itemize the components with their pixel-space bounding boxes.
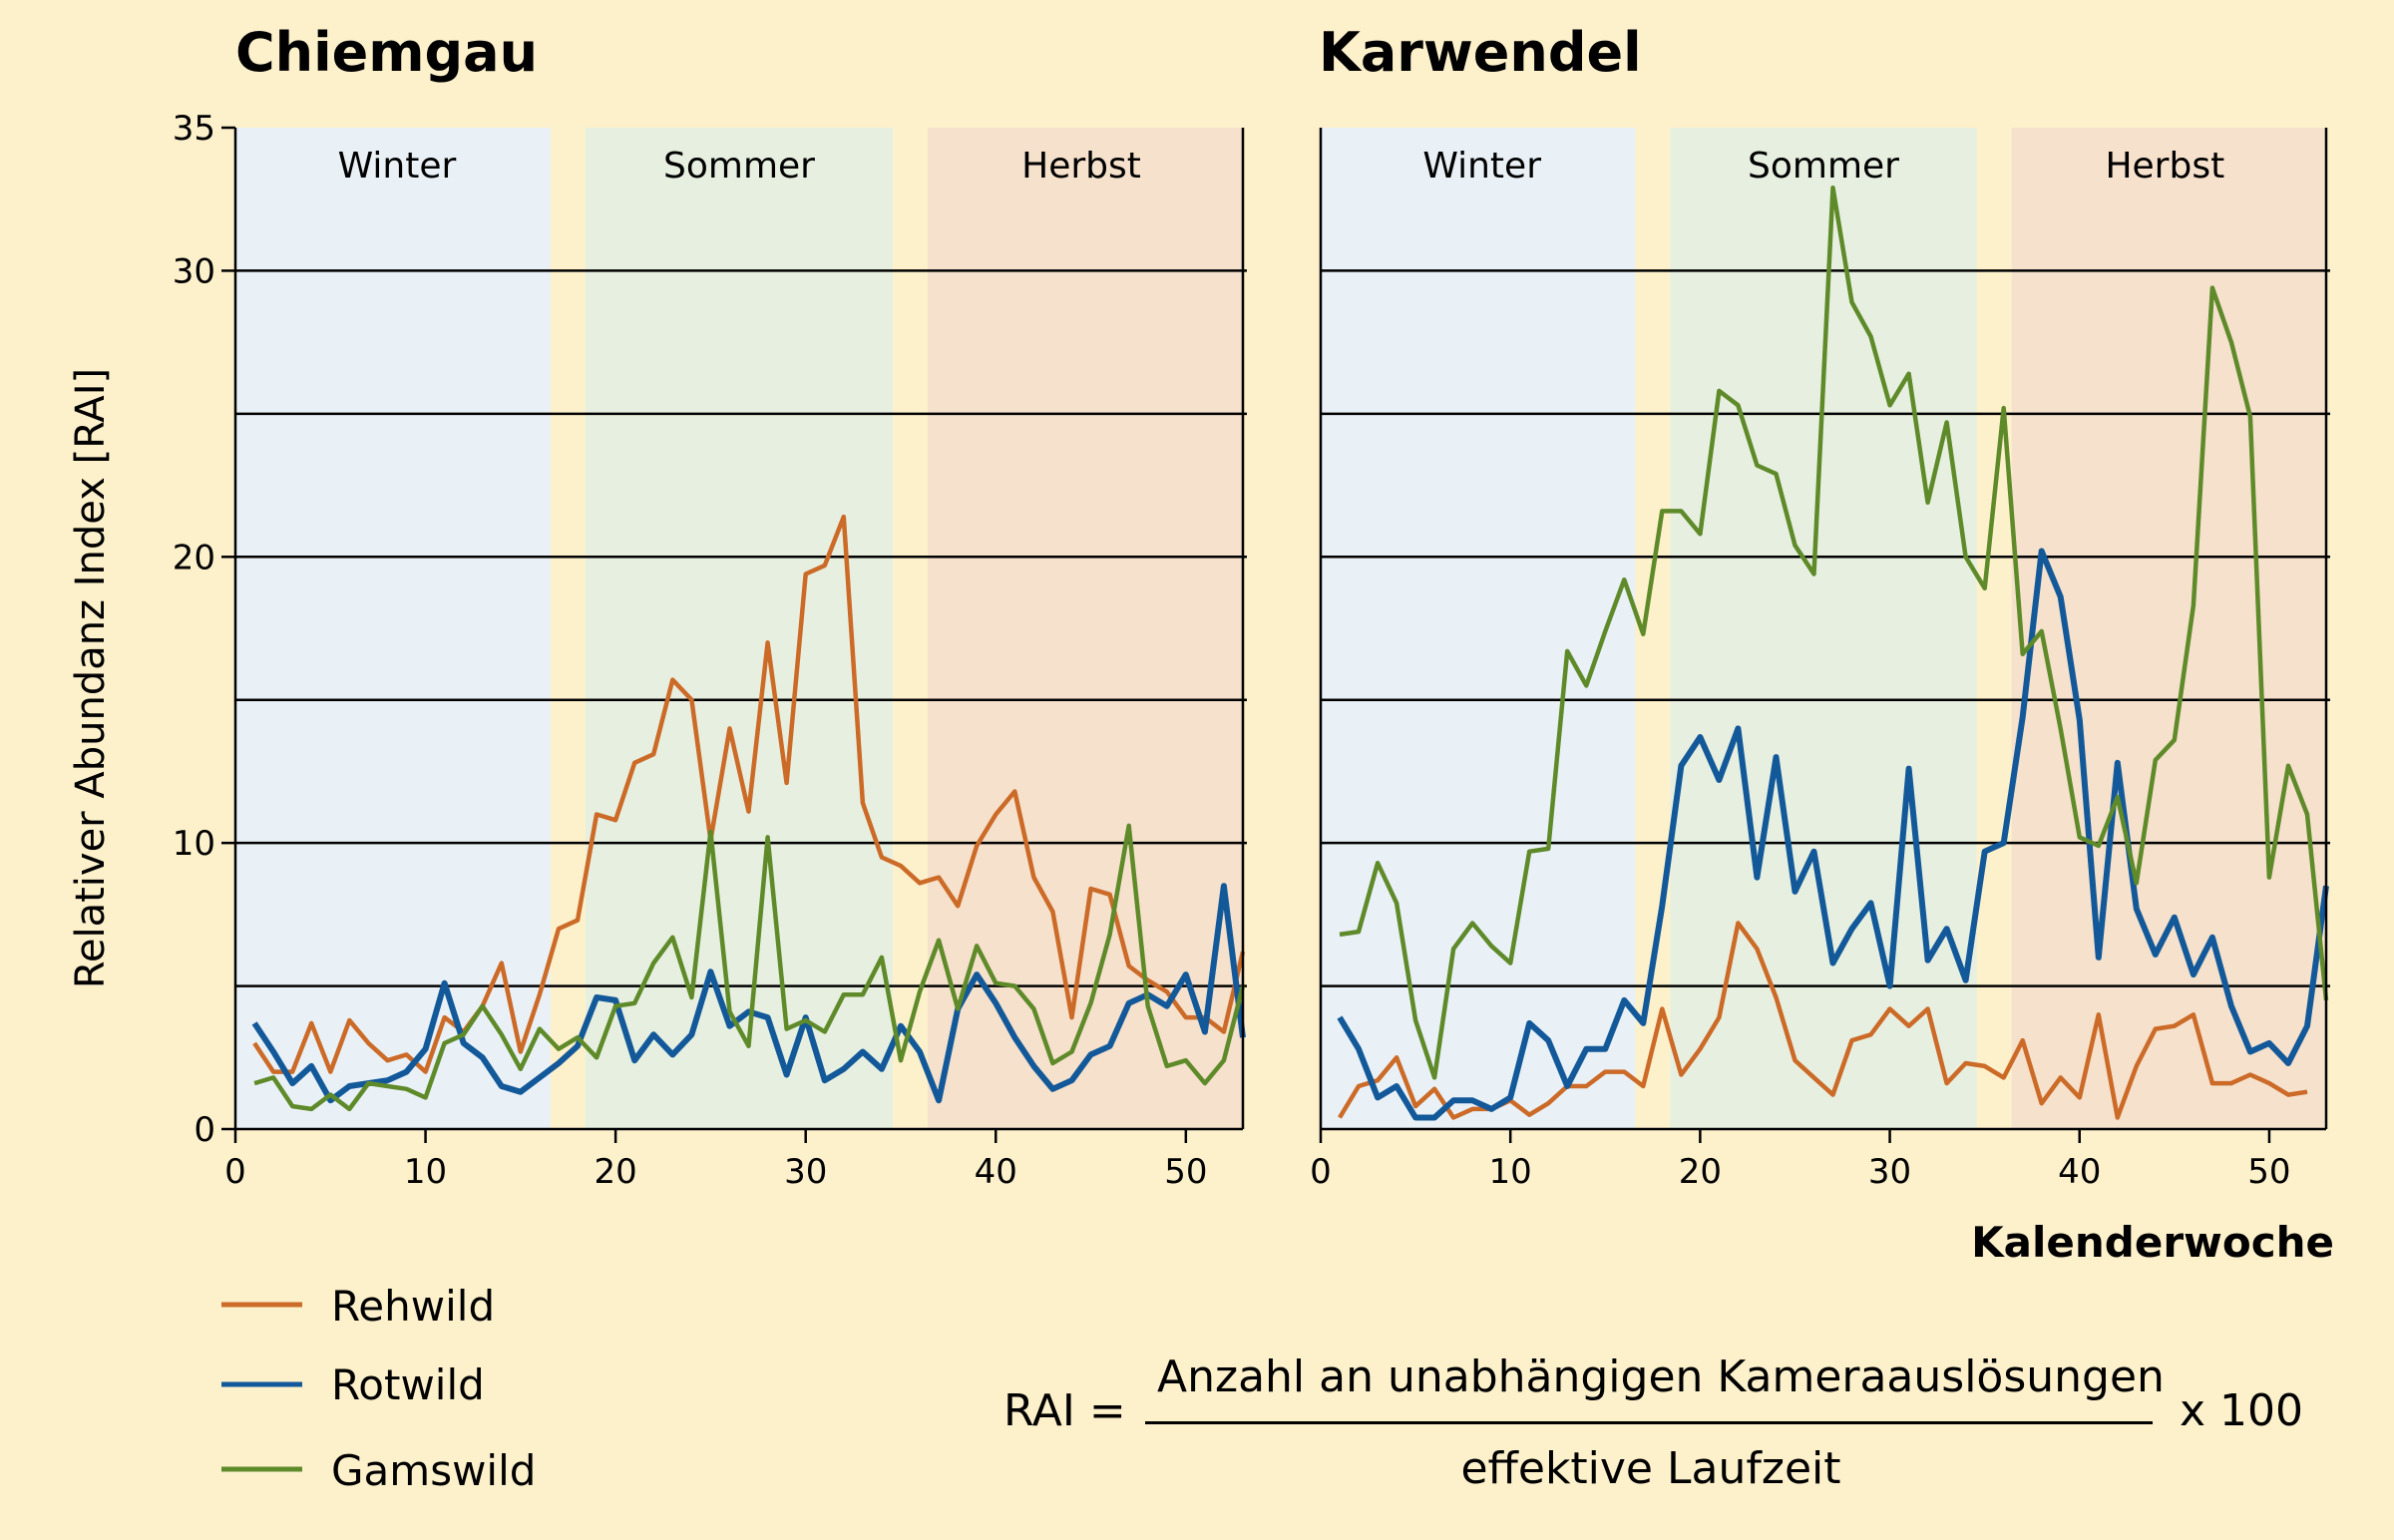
y-axis-label: Relativer Abundanz Index [RAI] [68,368,114,988]
formula-denominator: effektive Laufzeit [1460,1443,1841,1494]
season-label-sommer: Sommer [1748,146,1899,187]
season-band-sommer [586,128,893,1129]
series-line-gamswild [1339,185,2329,1080]
season-label-winter: Winter [338,146,457,187]
x-axis-label: Kalenderwoche [1971,1218,2334,1267]
y-tick-label: 10 [173,824,215,864]
x-tick-label: 30 [1868,1152,1911,1192]
season-label-winter: Winter [1422,146,1541,187]
season-label-sommer: Sommer [663,146,815,187]
y-tick-label: 0 [194,1110,215,1150]
legend-label-rehwild: Rehwild [331,1282,495,1331]
season-band-winter [235,128,551,1129]
panel-title: Karwendel [1319,21,1642,84]
y-tick-label: 20 [173,538,215,578]
x-tick-label: 50 [2247,1152,2290,1192]
series-line-gamswild [253,823,1246,1112]
panel-karwendel: Karwendel Winter Sommer Herbst 0 10 20 30 40 50 [1310,21,2330,1192]
series-line-rotwild [251,883,1246,1104]
season-band-sommer [1670,128,1977,1129]
formula-factor: x 100 [2180,1385,2304,1436]
panel-chiemgau: Chiemgau Winter Sommer Herbst 0 10 20 30 40 50 0… [173,21,1247,1192]
x-tick-label: 10 [1489,1152,1532,1192]
legend-label-rotwild: Rotwild [331,1360,485,1409]
x-tick-label: 50 [1164,1152,1207,1192]
x-tick-label: 40 [2058,1152,2101,1192]
x-tick-label: 20 [1679,1152,1722,1192]
x-tick-label: 40 [975,1152,1017,1192]
y-tick-label: 35 [173,109,215,149]
x-tick-label: 30 [784,1152,827,1192]
x-tick-label: 20 [594,1152,636,1192]
season-label-herbst: Herbst [2105,146,2224,187]
season-band-herbst [2011,128,2326,1129]
x-tick-label: 0 [224,1152,246,1192]
series-line-rehwild [252,514,1246,1074]
formula-numerator: Anzahl an unabhängigen Kameraauslösungen [1157,1351,2165,1402]
series-line-rotwild [1337,548,2329,1121]
season-band-winter [1321,128,1636,1129]
legend: Rehwild Rotwild Gamswild [221,1282,536,1495]
formula-lhs: RAI = [1003,1385,1126,1436]
x-tick-label: 0 [1310,1152,1332,1192]
formula-fraction-bar [1145,1421,2153,1424]
y-tick-label: 30 [173,251,215,291]
x-tick-label: 10 [404,1152,447,1192]
season-label-herbst: Herbst [1021,146,1141,187]
legend-label-gamswild: Gamswild [331,1446,536,1495]
panel-title: Chiemgau [235,21,538,84]
season-band-herbst [928,128,1243,1129]
